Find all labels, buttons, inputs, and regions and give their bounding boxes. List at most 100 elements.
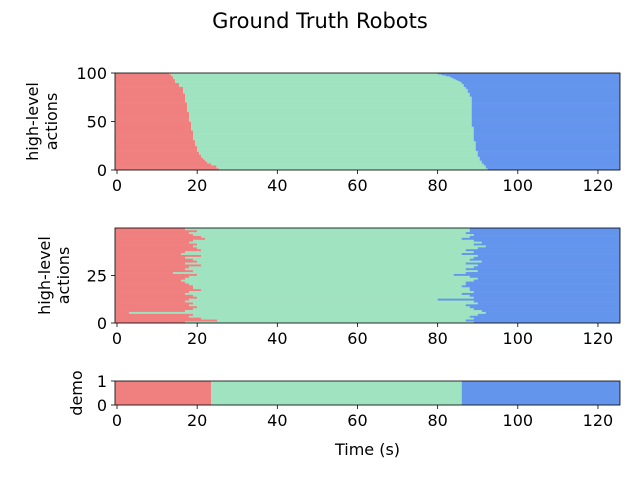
phase-2-segment bbox=[207, 161, 482, 163]
phase-3-segment bbox=[479, 159, 620, 161]
phase-3-segment bbox=[451, 76, 620, 79]
phase-3-segment bbox=[471, 114, 620, 117]
phase-3-segment bbox=[481, 309, 620, 312]
phase-2-segment bbox=[185, 96, 472, 98]
phase-1-segment bbox=[115, 139, 196, 142]
phase-1-segment bbox=[115, 75, 174, 78]
phase-2-segment bbox=[185, 94, 470, 96]
phase-3-segment bbox=[473, 317, 620, 320]
x-tick-label: 80 bbox=[427, 411, 447, 430]
phase-1-segment bbox=[115, 269, 194, 273]
phase-3-segment bbox=[485, 165, 620, 167]
phase-1-segment bbox=[115, 381, 212, 406]
phase-2-segment bbox=[197, 296, 474, 299]
phase-2-segment bbox=[173, 75, 450, 78]
phase-3-segment bbox=[473, 300, 620, 303]
phase-3-segment bbox=[475, 143, 620, 146]
phase-2-segment bbox=[197, 305, 470, 309]
phase-3-segment bbox=[449, 75, 620, 78]
phase-1-segment bbox=[115, 277, 186, 280]
phase-2-segment bbox=[193, 294, 470, 297]
phase-3-segment bbox=[475, 148, 620, 150]
y-tick-label: 0 bbox=[97, 314, 107, 333]
phase-2-segment bbox=[175, 80, 460, 83]
phase-3-segment bbox=[471, 123, 620, 125]
phase-1-segment bbox=[115, 164, 212, 166]
phase-2-segment bbox=[193, 134, 474, 136]
phase-2-segment bbox=[181, 252, 462, 255]
phase-1-segment bbox=[115, 109, 188, 112]
phase-2-segment bbox=[191, 123, 472, 125]
phase-2-segment bbox=[191, 128, 474, 130]
phase-1-segment bbox=[115, 93, 186, 95]
phase-2-segment bbox=[193, 245, 486, 248]
phase-3-segment bbox=[437, 298, 620, 301]
phase-1-segment bbox=[115, 133, 194, 135]
phase-2-segment bbox=[195, 141, 476, 144]
phase-1-segment bbox=[115, 96, 186, 98]
phase-1-segment bbox=[115, 248, 202, 252]
x-tick-label: 60 bbox=[347, 329, 367, 348]
phase-3-segment bbox=[471, 98, 620, 100]
phase-2-segment bbox=[197, 150, 478, 152]
phase-1-segment bbox=[115, 266, 190, 269]
phase-1-segment bbox=[115, 94, 186, 96]
phase-1-segment bbox=[115, 112, 190, 115]
phase-2-segment bbox=[185, 309, 482, 312]
phase-3-segment bbox=[471, 104, 620, 106]
phase-1-segment bbox=[115, 279, 182, 282]
phase-2-segment bbox=[191, 129, 474, 131]
figure-title: Ground Truth Robots bbox=[212, 9, 428, 33]
phase-1-segment bbox=[115, 142, 196, 145]
phase-1-segment bbox=[115, 114, 190, 117]
phase-2-segment bbox=[185, 250, 474, 254]
phase-3-segment bbox=[473, 266, 620, 269]
phase-1-segment bbox=[115, 155, 202, 157]
phase-1-segment bbox=[115, 120, 190, 122]
phase-1-segment bbox=[115, 231, 190, 235]
phase-2-segment bbox=[193, 233, 474, 236]
phase-1-segment bbox=[115, 137, 194, 139]
phase-1-segment bbox=[115, 302, 194, 305]
phase-1-segment bbox=[115, 165, 217, 167]
phase-1-segment bbox=[115, 247, 198, 250]
phase-2-segment bbox=[189, 115, 472, 117]
phase-3-segment bbox=[465, 283, 620, 286]
timeline-demo-axes: 0 20 40 60 80 100 120 0 1 demo Time (s) bbox=[67, 370, 621, 459]
phase-2-segment bbox=[189, 117, 472, 119]
phase-2-segment bbox=[171, 73, 442, 76]
phase-2-segment bbox=[201, 156, 480, 158]
phase-1-segment bbox=[115, 258, 194, 261]
phase-1-segment bbox=[115, 161, 208, 163]
phase-3-segment bbox=[473, 243, 620, 246]
phase-2-segment bbox=[181, 279, 474, 282]
phase-1-segment bbox=[115, 283, 190, 286]
phase-3-segment bbox=[467, 91, 620, 93]
phase-1-segment bbox=[115, 113, 190, 116]
phase-2-segment bbox=[195, 142, 476, 145]
phase-2-segment bbox=[197, 147, 476, 150]
phase-2-segment bbox=[189, 113, 472, 116]
phase-1-segment bbox=[115, 153, 200, 155]
phase-2-segment bbox=[187, 108, 472, 111]
phase-2-segment bbox=[187, 102, 472, 104]
phase-3-segment bbox=[471, 113, 620, 116]
phase-3-segment bbox=[473, 137, 620, 139]
y-tick-label: 25 bbox=[87, 267, 107, 286]
phase-1-segment bbox=[115, 273, 198, 276]
x-tick-label: 0 bbox=[112, 176, 122, 195]
phase-2-segment bbox=[187, 107, 472, 110]
phase-3-segment bbox=[471, 97, 620, 99]
phase-2-segment bbox=[197, 229, 470, 233]
x-tick-label: 80 bbox=[427, 329, 447, 348]
y-axis-label: demo bbox=[67, 370, 86, 415]
phase-1-segment bbox=[115, 85, 180, 87]
phase-3-segment bbox=[471, 100, 620, 102]
phase-2-segment bbox=[195, 143, 476, 146]
x-tick-label: 120 bbox=[583, 176, 614, 195]
phase-2-segment bbox=[203, 157, 480, 159]
phase-3-segment bbox=[477, 152, 620, 154]
phase-2-segment bbox=[193, 133, 474, 135]
phase-3-segment bbox=[473, 296, 620, 299]
phase-2-segment bbox=[179, 82, 462, 85]
